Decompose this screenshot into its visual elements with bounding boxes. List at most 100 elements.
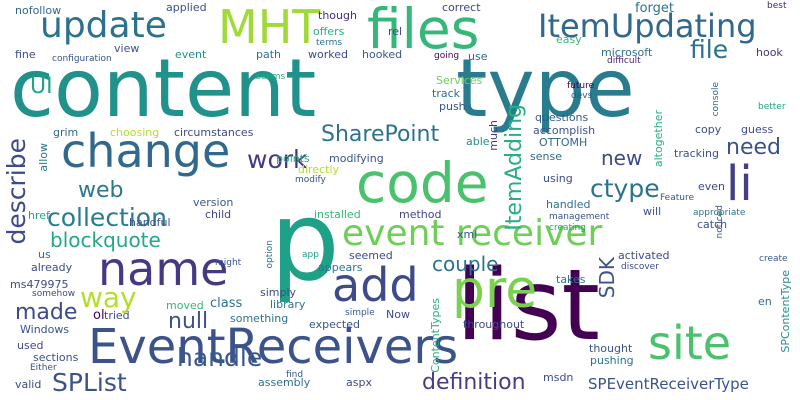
word: better: [758, 102, 786, 112]
word: expected: [309, 318, 360, 331]
word: event receiver: [342, 213, 603, 254]
word: difficult: [607, 56, 641, 66]
word: ItemAdding: [502, 104, 527, 231]
word: new: [601, 146, 643, 170]
word: Now: [386, 308, 410, 321]
word: app: [302, 250, 319, 260]
word: create: [759, 254, 788, 264]
word: class: [210, 296, 243, 311]
word: catch: [697, 218, 728, 231]
word: points: [276, 152, 310, 165]
word: even: [698, 180, 726, 193]
word: blockquote: [50, 228, 161, 252]
word: SharePoint: [321, 122, 440, 147]
word: child: [205, 208, 232, 221]
word: will: [643, 205, 662, 218]
word: couple: [432, 252, 499, 276]
word: fine: [15, 48, 36, 61]
word: list: [456, 249, 600, 363]
word: simply: [260, 286, 297, 299]
word: seems: [256, 72, 286, 82]
word: worked: [308, 48, 348, 61]
word: push: [439, 100, 466, 113]
word: need: [726, 135, 781, 160]
word: handful: [129, 216, 171, 229]
word: Either: [30, 363, 57, 373]
word: SPList: [52, 368, 127, 397]
word: discover: [621, 262, 659, 272]
word: easy: [556, 33, 582, 46]
word: best: [767, 1, 787, 11]
word: library: [270, 298, 306, 311]
word: xml: [457, 228, 478, 241]
word: questions: [535, 111, 589, 124]
word: modify: [295, 175, 326, 185]
word: ctype: [590, 174, 660, 203]
word: circumstances: [174, 126, 254, 139]
word: accomplish: [533, 124, 596, 137]
word: allow: [37, 143, 50, 172]
word: tried: [104, 309, 130, 322]
word: creating: [549, 223, 586, 233]
word: valid: [15, 378, 42, 391]
word: Windows: [20, 323, 70, 336]
word: console: [711, 82, 721, 117]
word: use: [468, 50, 488, 63]
word: management: [549, 212, 610, 222]
word: event: [175, 48, 207, 61]
word: SPContentType: [779, 270, 792, 353]
word: site: [648, 316, 732, 370]
word: ItemUpdating: [538, 7, 757, 45]
word: sections: [33, 351, 79, 364]
word: installed: [314, 208, 361, 221]
word: update: [40, 5, 167, 46]
word: way: [80, 281, 137, 314]
word: appears: [318, 261, 363, 274]
word: going: [434, 51, 460, 61]
word: correct: [442, 1, 481, 14]
word: name: [98, 242, 229, 296]
word: ms479975: [10, 278, 69, 291]
word: sense: [530, 150, 562, 163]
word: offers: [313, 25, 345, 38]
word: UI: [30, 74, 53, 99]
word: OTTOMH: [539, 136, 588, 149]
word: guess: [741, 123, 774, 136]
word: forget: [635, 1, 674, 16]
word: copy: [695, 123, 722, 136]
word: simple: [345, 308, 375, 318]
word: might: [215, 258, 242, 268]
word: thought: [589, 342, 633, 355]
word: tracking: [674, 147, 720, 160]
word: msdn: [543, 371, 574, 384]
word: code: [356, 151, 489, 215]
word: handle: [177, 343, 263, 372]
word: MHT: [218, 0, 321, 54]
word: terms: [316, 38, 343, 48]
word: activated: [618, 249, 670, 262]
word: Services: [436, 74, 483, 87]
word: using: [543, 172, 573, 185]
word: us: [38, 248, 51, 261]
word: made: [15, 300, 78, 325]
word: change: [61, 124, 231, 178]
word: version: [193, 196, 234, 209]
word: SDK: [595, 257, 619, 299]
word: able: [466, 135, 490, 148]
word: grim: [53, 126, 79, 139]
word: moved: [166, 299, 204, 312]
word: assembly: [258, 376, 311, 389]
word: hooked: [362, 48, 403, 61]
word: content: [10, 42, 317, 135]
word: handled: [546, 198, 591, 211]
word: ContentTypes: [429, 298, 442, 373]
word: p: [270, 177, 340, 305]
word: type: [456, 42, 635, 135]
word: nofollow: [15, 4, 62, 17]
word: already: [31, 261, 73, 274]
word: directly: [298, 163, 340, 176]
word: view: [114, 42, 140, 55]
word: seemed: [349, 249, 393, 262]
word: option: [265, 240, 275, 269]
